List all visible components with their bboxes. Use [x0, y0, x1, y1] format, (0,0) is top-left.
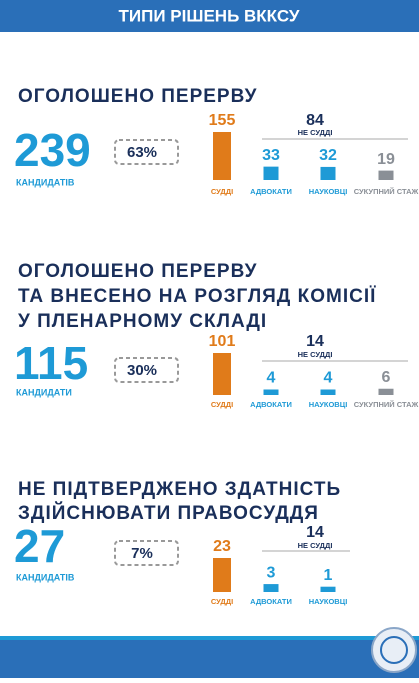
bar-label: НАУКОВЦІ [309, 187, 348, 196]
bar [263, 166, 279, 180]
bar [320, 389, 336, 395]
percent: 63% [127, 144, 157, 161]
bar-label: СУКУПНИЙ СТАЖ [354, 400, 419, 409]
total-label: КАНДИДАТИ [16, 387, 72, 397]
bar-label: АДВОКАТИ [250, 187, 292, 196]
bar [263, 389, 279, 395]
bar-value: 23 [213, 538, 231, 555]
bar-value: 33 [262, 147, 280, 164]
total: 239 [14, 124, 91, 176]
bar-value: 3 [267, 564, 276, 581]
bar-label: АДВОКАТИ [250, 597, 292, 606]
percent: 30% [127, 362, 157, 379]
section-title: ОГОЛОШЕНО ПЕРЕРВУ [18, 261, 257, 282]
bar-value: 4 [324, 370, 333, 387]
bar [263, 584, 279, 592]
percent: 7% [131, 545, 153, 562]
total-label: КАНДИДАТІВ [16, 572, 75, 582]
bar [378, 388, 394, 395]
bar-label: НАУКОВЦІ [309, 597, 348, 606]
bar [378, 170, 394, 180]
emblem-ring [380, 636, 408, 664]
section-title: ТА ВНЕСЕНО НА РОЗГЛЯД КОМІСІЇ [18, 286, 376, 307]
total: 115 [14, 337, 88, 389]
footer-band [0, 640, 419, 678]
section-title: НЕ ПІДТВЕРДЖЕНО ЗДАТНІСТЬ [18, 479, 341, 500]
bar-label: СУДДІ [211, 187, 233, 196]
bar-value: 155 [209, 112, 236, 129]
header-title: ТИПИ РІШЕНЬ ВККСУ [119, 6, 300, 25]
bar-value: 1 [324, 567, 333, 584]
bar [213, 353, 231, 395]
bar-label: НАУКОВЦІ [309, 400, 348, 409]
bar-value: 4 [267, 370, 276, 387]
bar [320, 586, 336, 592]
section-title: ЗДІЙСНЮВАТИ ПРАВОСУДДЯ [18, 502, 319, 524]
bar-label: СУДДІ [211, 400, 233, 409]
section-title: У ПЛЕНАРНОМУ СКЛАДІ [18, 311, 267, 332]
bar [320, 166, 336, 180]
total-label: КАНДИДАТІВ [16, 177, 75, 187]
bar [213, 132, 231, 180]
bar-label: АДВОКАТИ [250, 400, 292, 409]
bar-label: СУКУПНИЙ СТАЖ [354, 187, 419, 196]
non-judges-value: 84 [306, 112, 324, 129]
non-judges-label: НЕ СУДДІ [298, 128, 333, 137]
non-judges-label: НЕ СУДДІ [298, 350, 333, 359]
header-band [0, 0, 419, 32]
footer-stripe [0, 636, 419, 640]
non-judges-label: НЕ СУДДІ [298, 541, 333, 550]
non-judges-value: 14 [306, 333, 324, 350]
section-title: ОГОЛОШЕНО ПЕРЕРВУ [18, 86, 257, 107]
non-judges-value: 14 [306, 524, 324, 541]
bar-value: 101 [209, 333, 236, 350]
emblem [371, 627, 417, 673]
total: 27 [14, 520, 65, 572]
bar [213, 558, 231, 592]
bar-label: СУДДІ [211, 597, 233, 606]
bar-value: 6 [382, 369, 391, 386]
bar-value: 19 [377, 151, 395, 168]
bar-value: 32 [319, 147, 337, 164]
